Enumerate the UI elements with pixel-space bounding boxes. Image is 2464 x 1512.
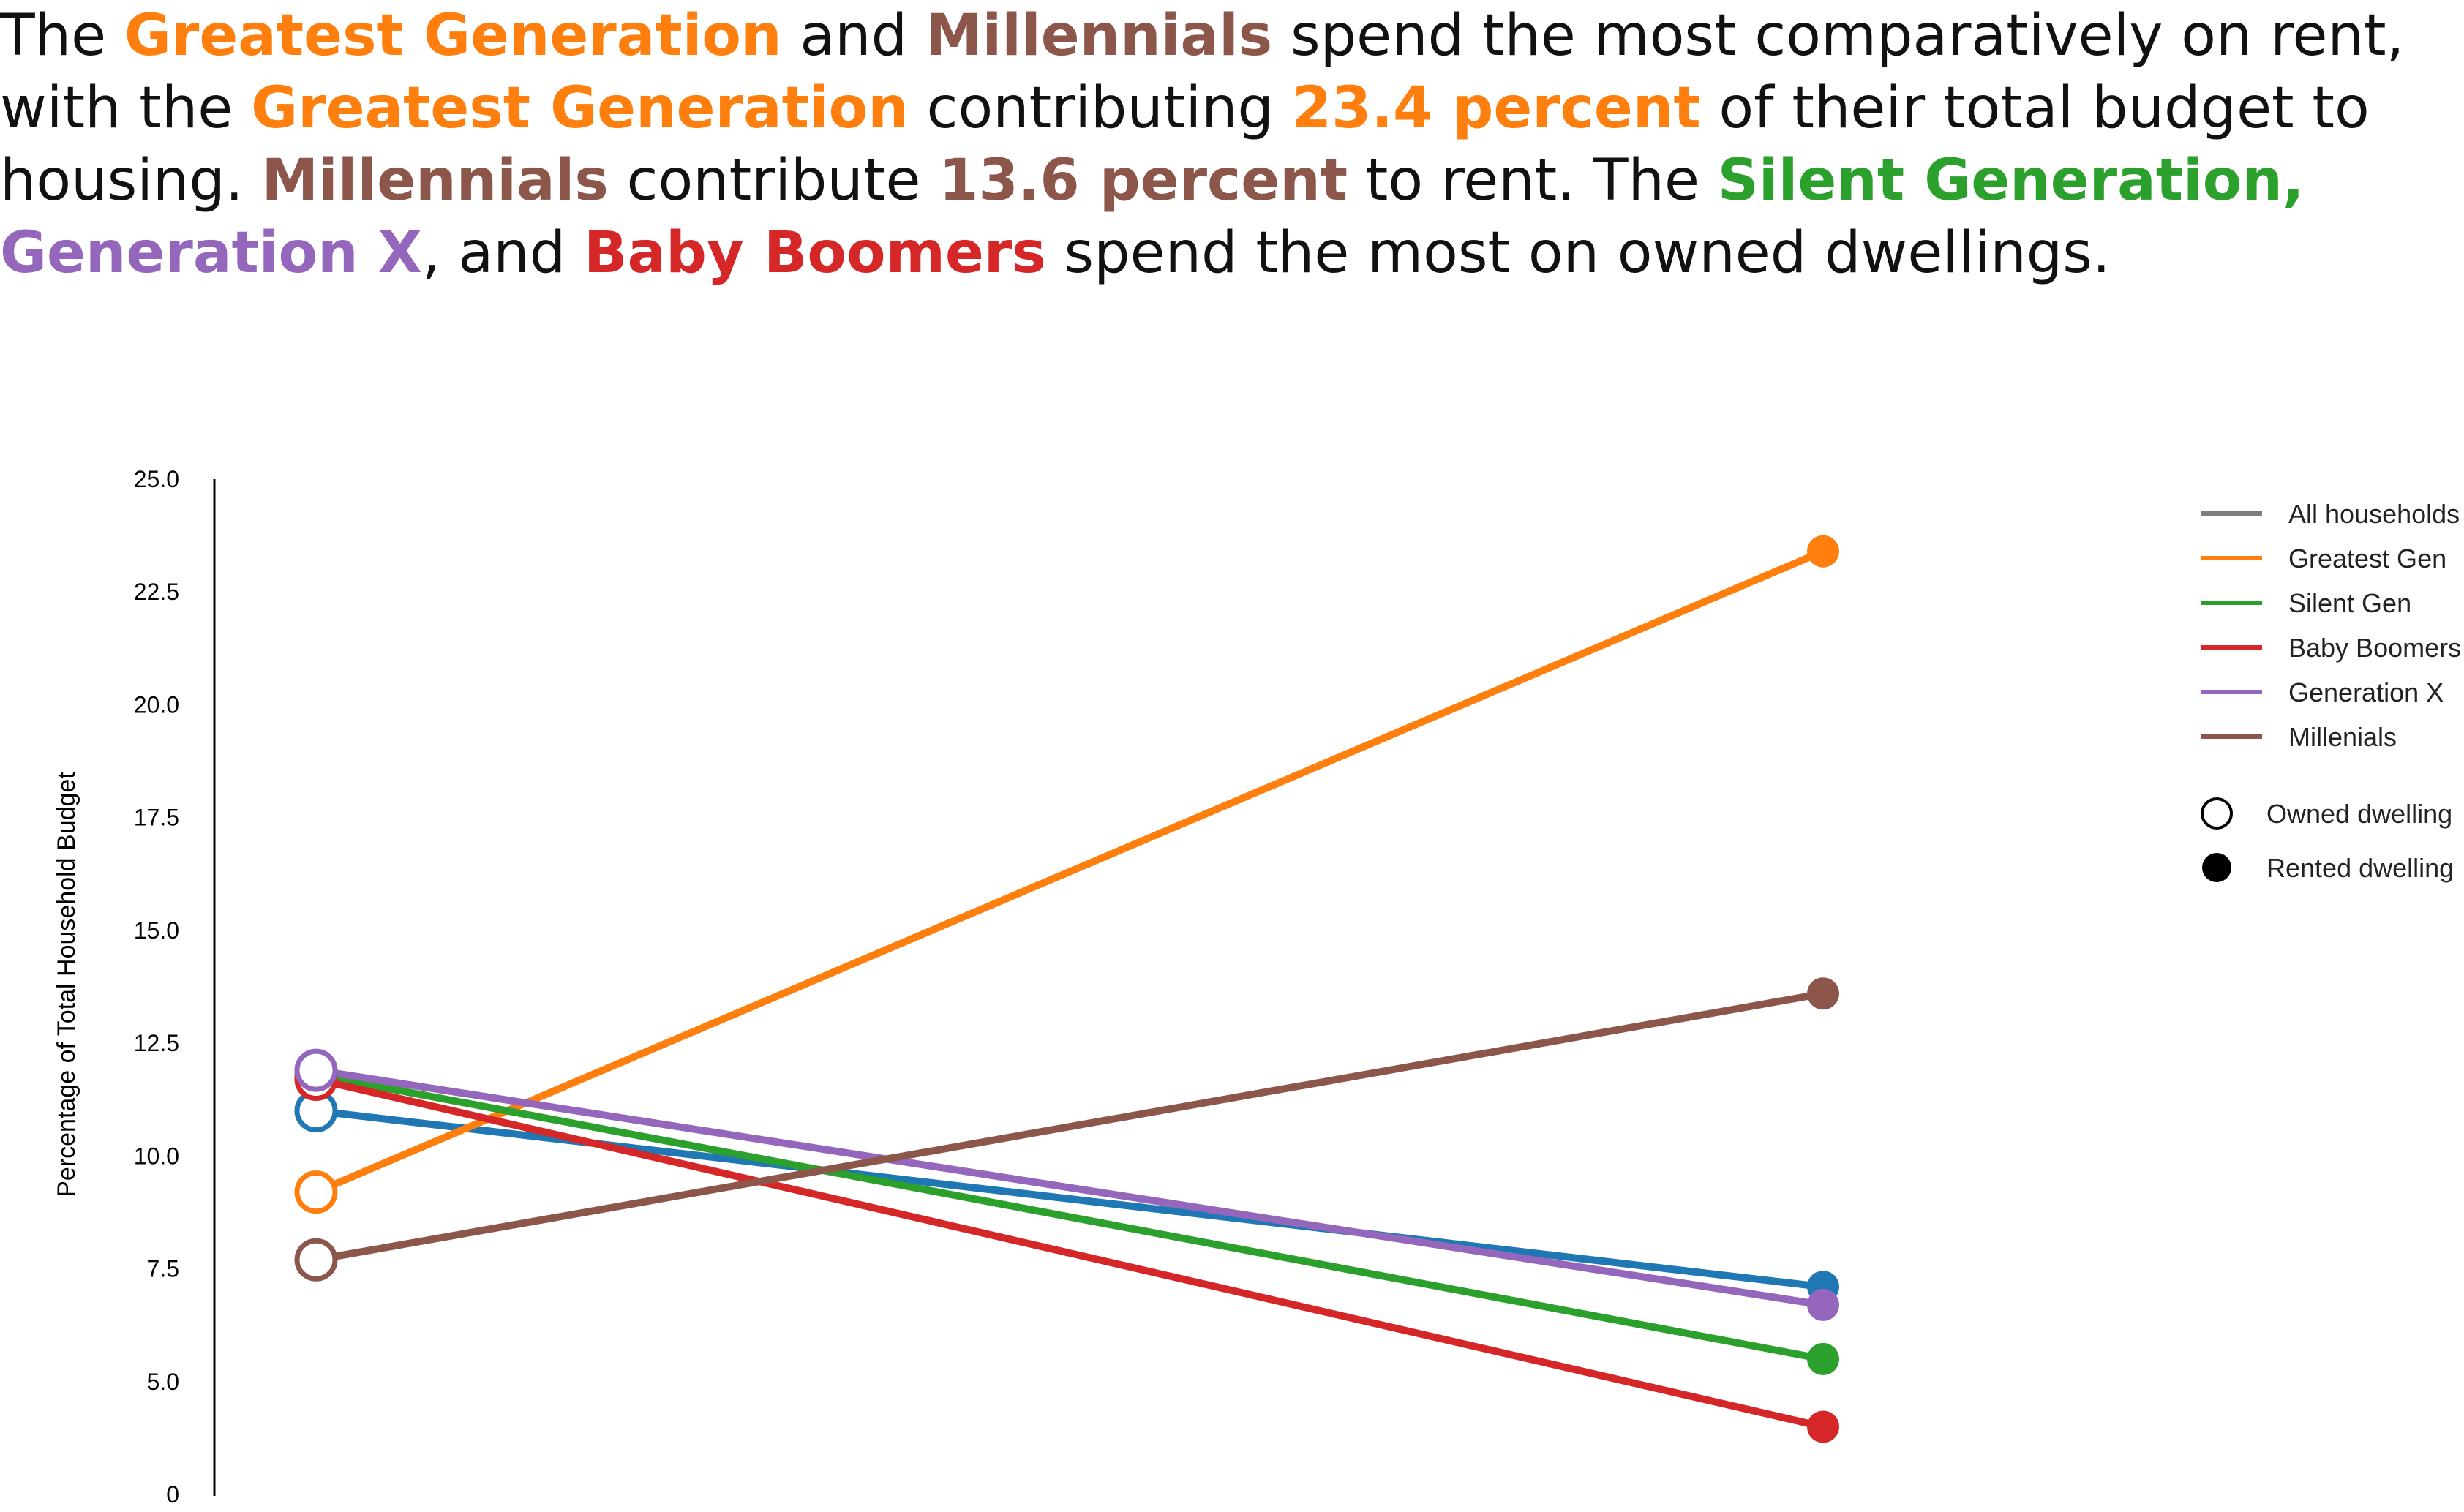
headline-segment: to rent. The	[1348, 148, 1718, 214]
y-tick-label: 17.5	[134, 805, 179, 831]
headline-segment: housing.	[0, 148, 262, 214]
headline-highlight: Generation X	[0, 220, 422, 286]
headline-text: The Greatest Generation and Millennials …	[0, 0, 2464, 290]
y-tick-label: 7.5	[147, 1256, 179, 1282]
marker-legend: Owned dwelling Rented dwelling	[2201, 797, 2454, 883]
headline-highlight: Millennials	[925, 3, 1273, 69]
y-tick-label: 0	[166, 1481, 179, 1508]
series-line-all-households	[312, 1107, 1827, 1291]
series-line-baby-boomers	[312, 1075, 1827, 1431]
headline-segment: with the	[0, 75, 252, 141]
series-line-greatest-gen	[312, 547, 1827, 1196]
legend-label-millenials: Millenials	[2288, 722, 2397, 752]
headline-segment: contributing	[908, 75, 1292, 141]
headline-highlight: Millennials	[261, 148, 609, 214]
y-tick-label: 12.5	[134, 1030, 179, 1056]
marker-legend-symbol-rented-dwelling	[2202, 853, 2231, 882]
owned-point-generation-x	[294, 1048, 338, 1092]
series-line-millenials	[312, 990, 1827, 1264]
legend: All households Greatest Gen Silent Gen Baby…	[2201, 499, 2461, 752]
rented-point-greatest-gen	[1807, 535, 1839, 568]
legend-label-generation-x: Generation X	[2288, 677, 2444, 707]
rented-point-silent-gen	[1807, 1342, 1839, 1375]
series-line-generation-x	[312, 1067, 1827, 1309]
headline-segment: spend the most on owned dwellings.	[1045, 220, 2111, 286]
y-tick-label: 10.0	[134, 1143, 179, 1169]
y-tick-label: 25.0	[134, 466, 179, 492]
marker-legend-label-rented-dwelling: Rented dwelling	[2266, 853, 2454, 883]
headline-segment: , and	[421, 220, 585, 286]
headline-highlight: 23.4 percent	[1291, 75, 1701, 141]
headline-highlight: Greatest Generation	[124, 3, 782, 69]
headline-segment: The	[0, 3, 124, 69]
legend-label-all-households: All households	[2288, 499, 2460, 529]
owned-point-greatest-gen	[294, 1170, 338, 1214]
headline-highlight: 13.6 percent	[939, 148, 1348, 214]
marker-legend-symbol-owned-dwelling	[2201, 797, 2233, 830]
y-axis-title: Percentage of Total Household Budget	[53, 772, 80, 1197]
y-tick-label: 15.0	[134, 917, 179, 944]
legend-label-greatest-gen: Greatest Gen	[2288, 544, 2446, 573]
owned-point-millenials	[294, 1238, 338, 1282]
y-tick-label: 22.5	[134, 579, 179, 605]
marker-legend-label-owned-dwelling: Owned dwelling	[2266, 799, 2452, 829]
series-lines	[312, 547, 1827, 1431]
y-tick-label: 5.0	[147, 1369, 179, 1395]
headline-segment: contribute	[608, 148, 939, 214]
headline-highlight: Greatest Generation	[251, 75, 909, 141]
series-line-silent-gen	[312, 1071, 1827, 1363]
headline-segment: of their total budget to	[1700, 75, 2370, 141]
y-tick-label: 20.0	[134, 691, 179, 718]
rented-point-millenials	[1807, 977, 1839, 1010]
headline-segment: spend the most comparatively on rent,	[1272, 3, 2405, 69]
headline-highlight: Baby Boomers	[584, 220, 1046, 286]
headline-segment: and	[781, 3, 925, 69]
series-markers	[294, 535, 1839, 1443]
rented-point-baby-boomers	[1807, 1410, 1839, 1443]
headline-highlight: Silent Generation,	[1717, 148, 2305, 214]
legend-label-silent-gen: Silent Gen	[2288, 588, 2411, 618]
rented-point-generation-x	[1807, 1288, 1839, 1321]
y-axis-ticks: 25.0 22.5 20.0 17.5 15.0 12.5 10.0 7.5 5.0 0	[134, 466, 179, 1508]
legend-label-baby-boomers: Baby Boomers	[2288, 633, 2461, 663]
